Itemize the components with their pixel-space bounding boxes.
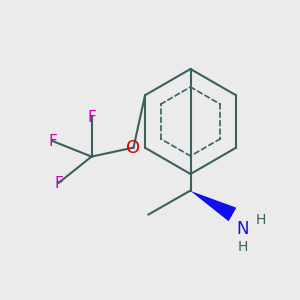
Text: O: O	[126, 139, 141, 157]
Text: F: F	[87, 110, 96, 124]
Polygon shape	[190, 191, 236, 221]
Text: F: F	[48, 134, 57, 148]
Text: N: N	[237, 220, 249, 238]
Text: F: F	[54, 176, 63, 190]
Text: H: H	[256, 213, 266, 226]
Text: H: H	[238, 240, 248, 254]
